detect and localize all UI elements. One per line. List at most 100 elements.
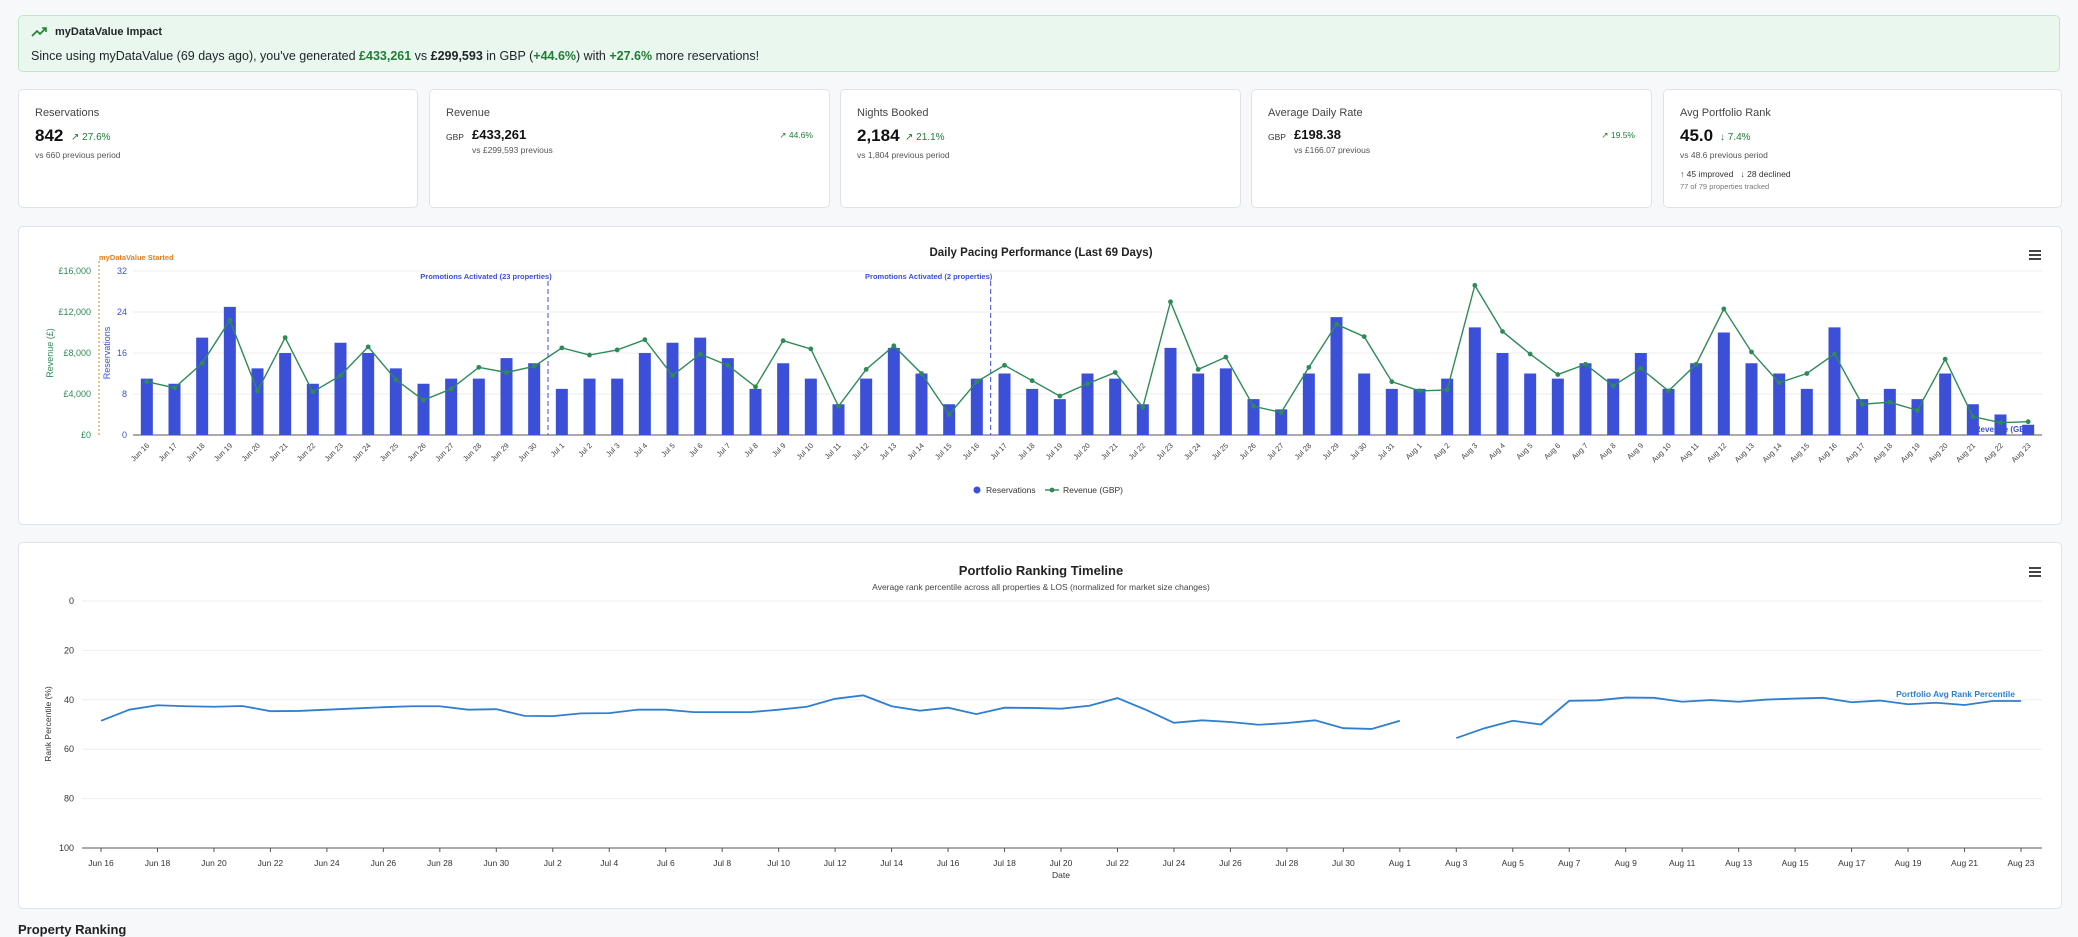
x-tick-label: Jul 3 — [604, 441, 622, 459]
revenue-point — [1112, 370, 1118, 375]
revenue-point — [1417, 388, 1422, 394]
x-tick-label: Jun 30 — [516, 441, 538, 463]
x-tick-label: Aug 5 — [1514, 441, 1534, 461]
x-tick-label: Jul 15 — [933, 441, 954, 462]
reservations-bar — [1192, 373, 1205, 435]
adr-value: £198.38 — [1294, 127, 1341, 142]
reservations-bar — [1939, 373, 1952, 435]
x-tick-label: Jun 22 — [295, 441, 317, 463]
x-tick-label: Jul 30 — [1348, 441, 1369, 462]
reservations-bar — [555, 388, 568, 435]
reservations-bar — [749, 388, 762, 435]
card-label: Reservations — [35, 107, 100, 119]
x-tick-label: Jun 25 — [378, 441, 400, 463]
revenue-point — [1278, 410, 1284, 415]
revenue-point — [946, 412, 952, 417]
nights-change: ↗ 21.1% — [905, 132, 945, 143]
x-tick-label: Jul 22 — [1106, 858, 1129, 868]
revenue-point — [1527, 351, 1533, 357]
reservations-bar — [804, 378, 817, 435]
reservations-bar — [998, 373, 1011, 435]
adr-prev: vs £166.07 previous — [1294, 145, 1371, 155]
rank-change: ↓ 7.4% — [1720, 132, 1751, 143]
revenue-point — [1251, 403, 1256, 409]
x-tick-label: Jun 26 — [406, 441, 428, 463]
reservations-bar — [168, 383, 181, 435]
reservations-bar — [1911, 399, 1924, 435]
chart-menu-icon[interactable] — [2029, 250, 2041, 260]
reservations-bar — [666, 342, 679, 435]
reservations-bar — [1385, 388, 1398, 435]
x-tick-label: Jul 4 — [632, 441, 650, 459]
x-tick-label: Jul 14 — [880, 858, 903, 868]
x-tick-label: Jul 20 — [1050, 858, 1073, 868]
x-axis-label: Date — [1052, 870, 1070, 880]
reservations-bar — [1413, 388, 1426, 435]
revenue-point — [393, 377, 399, 383]
reservations-bar — [1219, 368, 1232, 435]
revenue-point — [1361, 334, 1367, 339]
banner-header: myDataValue Impact — [31, 26, 162, 38]
pacing-chart-title: Daily Pacing Performance (Last 69 Days) — [929, 247, 1153, 259]
reservations-bar — [445, 378, 458, 435]
revenue-point — [1555, 372, 1561, 377]
x-tick-label: Aug 13 — [1733, 441, 1756, 464]
x-tick-label: Aug 18 — [1871, 441, 1894, 464]
x-tick-label: Jul 6 — [657, 858, 675, 868]
x-tick-label: Jul 12 — [850, 441, 871, 462]
x-tick-label: Jul 26 — [1237, 441, 1258, 462]
revenue-point — [504, 370, 509, 375]
pacing-chart-panel: Daily Pacing Performance (Last 69 Days) … — [18, 226, 2062, 525]
reservations-bar — [472, 378, 485, 435]
reservations-prev: vs 660 previous period — [35, 150, 121, 160]
revenue-point — [1749, 349, 1754, 355]
reservations-bar — [887, 347, 900, 435]
x-tick-label: Aug 14 — [1760, 441, 1783, 464]
x-tick-label: Aug 8 — [1597, 441, 1617, 461]
reservations-bar — [334, 342, 347, 435]
revenue-point — [1444, 387, 1450, 393]
revenue-point — [199, 360, 205, 366]
revenue-point — [144, 379, 150, 385]
revenue-point — [1970, 414, 1976, 419]
x-tick-label: Jun 21 — [267, 441, 289, 463]
x-tick-label: Jul 19 — [1044, 441, 1065, 462]
legend-reservations-marker — [973, 486, 981, 494]
x-tick-label: Aug 19 — [1895, 858, 1922, 868]
revenue-point — [863, 367, 869, 372]
promo-marker-label: Promotions Activated (23 properties) — [420, 272, 552, 281]
legend-revenue-label: Revenue (GBP) — [1063, 485, 1123, 495]
ranking-chart-title: Portfolio Ranking Timeline — [958, 563, 1124, 578]
x-tick-label: Jul 25 — [1210, 441, 1231, 462]
x-tick-label: Jul 24 — [1163, 858, 1186, 868]
revenue-point — [1002, 362, 1007, 368]
revenue-prev: vs £299,593 previous — [472, 145, 553, 155]
revenue-point — [1693, 361, 1699, 367]
promo-marker-label: Promotions Activated (2 properties) — [865, 272, 993, 281]
chart-menu-icon[interactable] — [2029, 567, 2041, 577]
x-tick-label: Jul 8 — [742, 441, 760, 459]
reservations-bar — [832, 404, 845, 435]
rank-movement: ↑ 45 improved ↓ 28 declined — [1680, 169, 1791, 179]
arrow-up-icon: ↗ — [779, 130, 787, 140]
reservations-bar — [915, 373, 928, 435]
x-tick-label: Jul 21 — [1099, 441, 1120, 462]
revenue-point — [725, 362, 731, 368]
revenue-change: ↗ 44.6% — [779, 130, 813, 140]
revenue-point — [531, 363, 537, 369]
x-tick-label: Aug 15 — [1782, 858, 1809, 868]
reservations-bar — [2022, 424, 2035, 435]
card-label: Revenue — [446, 107, 491, 119]
revenue-point — [1998, 420, 2003, 426]
reservations-change: ↗ 27.6% — [71, 132, 111, 143]
nights-value: 2,184 — [857, 126, 900, 145]
x-tick-label: Jun 26 — [371, 858, 397, 868]
x-tick-label: Aug 1 — [1404, 441, 1424, 461]
reservations-bar — [1164, 347, 1177, 435]
reservations-bar — [1136, 404, 1149, 435]
x-tick-label: Jul 28 — [1276, 858, 1299, 868]
revenue-point — [780, 338, 786, 344]
revenue-point — [642, 337, 648, 343]
y-tick: 60 — [64, 744, 74, 754]
revenue-point — [255, 388, 260, 394]
